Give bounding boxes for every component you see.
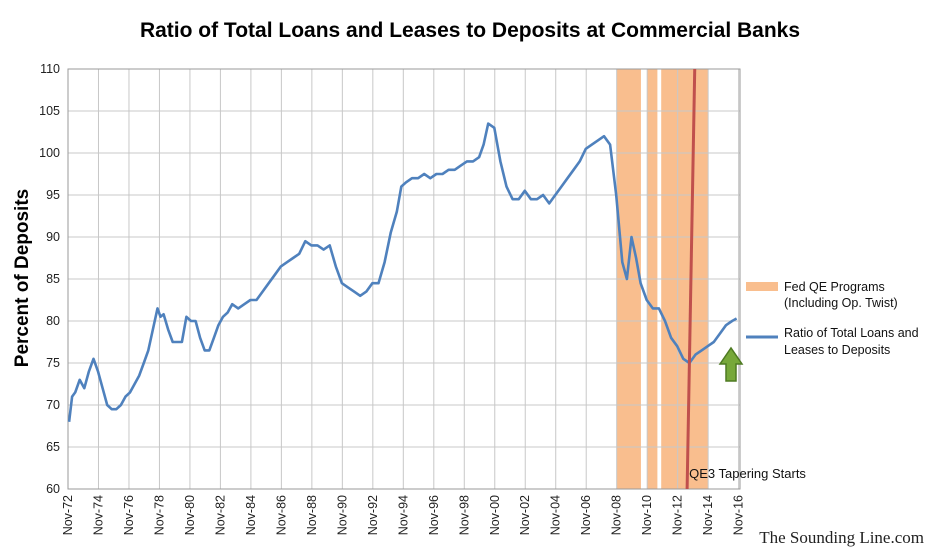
x-tick-label: Nov-84: [244, 495, 258, 535]
legend-label-qe-line2: (Including Op. Twist): [784, 296, 898, 310]
x-tick-label: Nov-10: [640, 495, 654, 535]
y-axis-label: Percent of Deposits: [12, 189, 33, 367]
series-group: [67, 122, 738, 422]
y-tick-label: 65: [46, 440, 60, 454]
y-tick-label: 90: [46, 230, 60, 244]
legend-label-ratio-line1: Ratio of Total Loans and: [784, 326, 919, 340]
taper-marker-line: [685, 68, 697, 490]
y-tick-label: 75: [46, 356, 60, 370]
x-tick-label: Nov-00: [488, 495, 502, 535]
x-tick-label: Nov-82: [213, 495, 227, 535]
x-tick-label: Nov-12: [671, 495, 685, 535]
x-tick-labels: Nov-72 Nov-74 Nov-76 Nov-78 Nov-80 Nov-82 Nov-…: [61, 495, 746, 535]
y-tick-label: 100: [39, 146, 60, 160]
legend: Fed QE Programs (Including Op. Twist) Ra…: [746, 280, 919, 357]
x-tick-label: Nov-94: [396, 495, 410, 535]
x-tick-label: Nov-78: [152, 495, 166, 535]
chart-title: Ratio of Total Loans and Leases to Depos…: [140, 19, 800, 42]
y-tick-labels: 60 65 70 75 80 85 90 95 100 105 110: [39, 62, 60, 496]
x-tick-label: Nov-96: [427, 495, 441, 535]
watermark: The Sounding Line.com: [759, 528, 924, 547]
x-tick-label: Nov-72: [61, 495, 75, 535]
up-arrow-icon: [718, 346, 744, 382]
x-tick-label: Nov-76: [122, 495, 136, 535]
x-tick-label: Nov-92: [366, 495, 380, 535]
x-tick-label: Nov-02: [518, 495, 532, 535]
plot-frame: [67, 68, 741, 490]
x-tick-label: Nov-06: [579, 495, 593, 535]
y-tick-label: 105: [39, 104, 60, 118]
y-tick-label: 70: [46, 398, 60, 412]
taper-group: QE3 Tapering Starts: [685, 68, 806, 490]
x-tick-label: Nov-80: [183, 495, 197, 535]
x-tick-label: Nov-04: [549, 495, 563, 535]
y-tick-label: 60: [46, 482, 60, 496]
x-tick-label: Nov-98: [457, 495, 471, 535]
legend-swatch-qe: [746, 282, 778, 291]
y-tick-label: 110: [40, 62, 60, 76]
x-tick-label: Nov-86: [274, 495, 288, 535]
x-tick-label: Nov-08: [610, 495, 624, 535]
legend-label-ratio-line2: Leases to Deposits: [784, 343, 890, 357]
gridlines: [67, 68, 741, 490]
taper-annotation: QE3 Tapering Starts: [689, 466, 806, 481]
x-tick-label: Nov-88: [305, 495, 319, 535]
x-tick-label: Nov-16: [732, 495, 746, 535]
legend-label-qe-line1: Fed QE Programs: [784, 280, 885, 294]
x-tick-label: Nov-14: [701, 495, 715, 535]
series-line-ratio: [67, 122, 738, 422]
y-tick-label: 85: [46, 272, 60, 286]
x-tick-label: Nov-90: [335, 495, 349, 535]
y-tick-label: 95: [46, 188, 60, 202]
y-tick-label: 80: [46, 314, 60, 328]
x-tick-label: Nov-74: [91, 495, 105, 535]
